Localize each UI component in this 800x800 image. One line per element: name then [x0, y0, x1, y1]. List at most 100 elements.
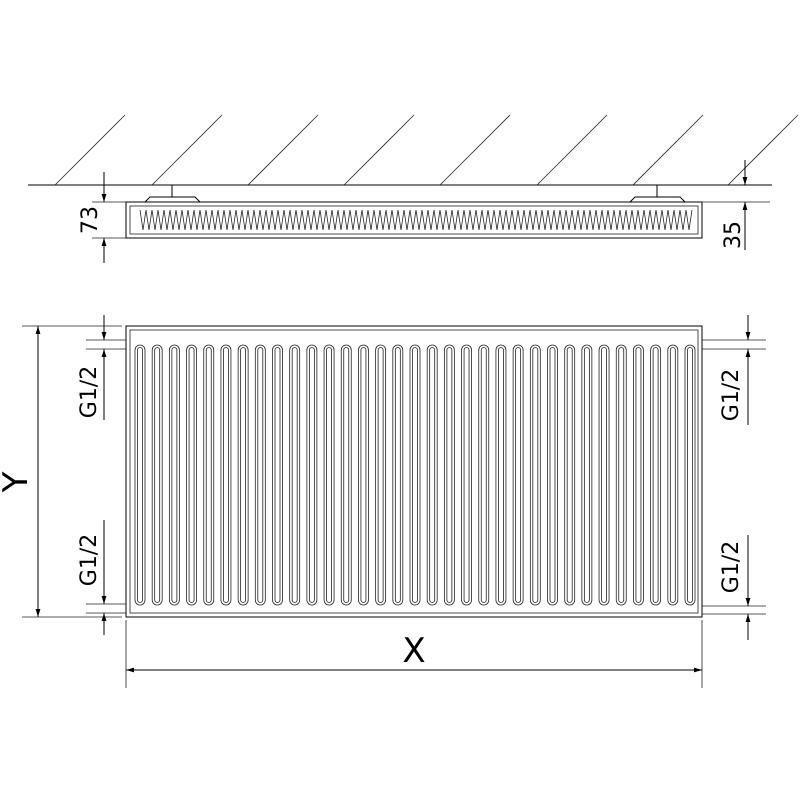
radiator-rib-inner — [240, 347, 247, 603]
radiator-rib — [306, 344, 318, 606]
convector-fin — [547, 209, 555, 231]
connection-top-left-label: G1/2 — [77, 366, 102, 418]
convector-fin — [451, 209, 459, 231]
radiator-rib — [358, 344, 369, 606]
convector-fin — [433, 209, 441, 231]
convector-fin — [277, 209, 285, 231]
radiator-rib-inner — [171, 347, 178, 603]
convector-fin — [295, 209, 303, 231]
convector-fin — [145, 209, 153, 231]
convector-fin — [391, 209, 399, 231]
radiator-rib — [461, 344, 472, 606]
convector-fin — [499, 209, 507, 231]
convector-fin — [493, 209, 501, 231]
radiator-rib-inner — [343, 347, 350, 603]
radiator-top-outline — [125, 201, 703, 239]
radiator-rib — [203, 344, 215, 606]
radiator-rib — [598, 344, 610, 606]
radiator-rib-inner — [412, 347, 418, 603]
convector-fin — [559, 209, 567, 231]
convector-fin — [169, 209, 177, 231]
radiator-rib-inner — [618, 347, 625, 603]
convector-fin — [271, 209, 279, 231]
front-view: G1/2 G1/2 G1/2 G1/2 Y X — [0, 315, 766, 688]
convector-fin — [289, 209, 297, 231]
convector-fin — [607, 209, 615, 231]
convector-fin — [307, 209, 315, 231]
convector-fin — [367, 209, 375, 231]
radiator-rib — [168, 344, 180, 606]
radiator-rib — [478, 344, 490, 606]
hatch-line — [727, 114, 799, 186]
radiator-rib-inner — [463, 347, 470, 603]
radiator-rib — [547, 344, 558, 606]
convector-fin — [415, 209, 423, 231]
width-label: X — [402, 631, 425, 671]
radiator-rib-inner — [498, 347, 504, 603]
convector-fin — [439, 209, 447, 231]
radiator-front-inner — [129, 329, 699, 614]
connection-bottom-left-label: G1/2 — [77, 534, 102, 586]
radiator-rib — [409, 344, 421, 606]
convector-fin — [223, 209, 231, 231]
convector-fin — [421, 209, 429, 231]
wall-hatching — [54, 114, 799, 186]
convector-fin — [481, 209, 489, 231]
convector-fin — [661, 209, 669, 231]
radiator-rib-inner — [308, 347, 315, 603]
radiator-rib-inner — [652, 347, 659, 603]
convector-fin — [595, 209, 603, 231]
pipe-top-left — [86, 339, 126, 350]
convector-fin — [469, 209, 477, 231]
radiator-rib — [375, 344, 387, 606]
radiator-rib-inner — [669, 347, 676, 603]
convector-fin — [205, 209, 213, 231]
radiator-rib — [186, 344, 197, 606]
convector-fin — [331, 209, 339, 231]
wall — [28, 114, 799, 186]
radiator-rib — [650, 344, 662, 606]
convector-fin — [187, 209, 195, 231]
radiator-rib-inner — [583, 347, 590, 603]
convector-fin — [613, 209, 621, 231]
radiator-rib-inner — [446, 347, 453, 603]
radiator-rib-inner — [274, 347, 281, 603]
radiator-rib — [134, 344, 146, 606]
convector-fin — [283, 209, 291, 231]
convector-fin — [535, 209, 543, 231]
convector-fin — [175, 209, 183, 231]
convector-fin — [253, 209, 261, 231]
convector-fin — [229, 209, 237, 231]
convector-fin — [385, 209, 393, 231]
radiator-rib — [684, 344, 696, 606]
pipe-top-right — [702, 339, 766, 350]
convector-fin — [301, 209, 309, 231]
radiator-rib-inner — [394, 347, 401, 603]
convector-fin — [517, 209, 525, 231]
convector-fin — [625, 209, 633, 231]
convector-fin — [445, 209, 453, 231]
radiator-rib-inner — [515, 347, 522, 603]
convector-fin — [163, 209, 171, 231]
convector-fin — [577, 209, 585, 231]
pipe-bottom-left — [86, 603, 126, 614]
convector-fin — [235, 209, 243, 231]
radiator-rib-inner — [687, 347, 693, 603]
radiator-rib-inner — [154, 347, 161, 603]
convector-fins — [139, 209, 693, 231]
convector-fin — [487, 209, 495, 231]
convector-fin — [211, 209, 219, 231]
convector-fin — [685, 209, 693, 231]
radiator-rib — [272, 344, 283, 606]
radiator-rib-inner — [223, 347, 229, 603]
hatch-line — [151, 114, 223, 186]
convector-fin — [475, 209, 483, 231]
convector-fin — [265, 209, 273, 231]
radiator-rib-inner — [188, 347, 195, 603]
convector-fin — [667, 209, 675, 231]
convector-fin — [139, 209, 147, 231]
convector-fin — [397, 209, 405, 231]
radiator-rib — [151, 344, 163, 606]
convector-fin — [193, 209, 201, 231]
